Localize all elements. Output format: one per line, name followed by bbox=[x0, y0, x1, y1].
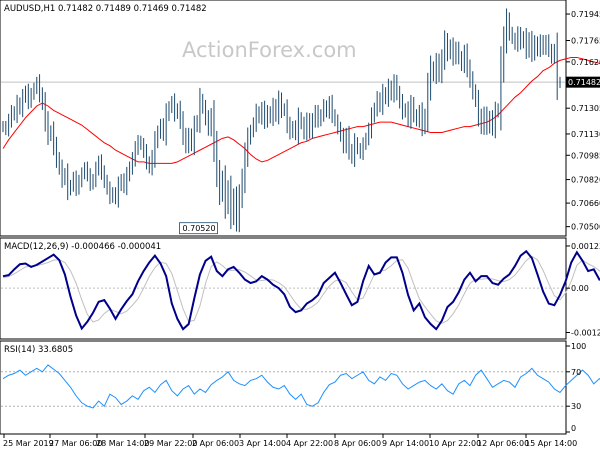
rsi-tick-label: 30 bbox=[571, 402, 581, 411]
price-panel-title: AUDUSD,H1 0.71482 0.71489 0.71469 0.7148… bbox=[4, 4, 207, 14]
rsi-tick-label: 0 bbox=[571, 424, 576, 433]
macd-panel: MACD(12,26,9) -0.000466 -0.000041 0.0012… bbox=[0, 237, 600, 340]
candles bbox=[2, 8, 561, 233]
rsi-panel-title: RSI(14) 33.6805 bbox=[4, 345, 73, 355]
time-tick-label: 28 Mar 14:00 bbox=[96, 439, 149, 448]
time-tick-label: 2 Apr 06:00 bbox=[192, 439, 239, 448]
price-panel-frame bbox=[0, 0, 567, 237]
time-tick-label: 9 Apr 14:00 bbox=[382, 439, 429, 448]
macd-tick-label: 0.00 bbox=[571, 284, 589, 293]
time-tick-label: 15 Apr 14:00 bbox=[525, 439, 577, 448]
macd-signal-line bbox=[2, 255, 600, 324]
price-panel: AUDUSD,H1 0.71482 0.71489 0.71469 0.7148… bbox=[0, 0, 600, 237]
time-tick-label: 27 Mar 06:00 bbox=[49, 439, 102, 448]
time-tick-label: 12 Apr 06:00 bbox=[477, 439, 529, 448]
low-marker: 0.70520 bbox=[179, 222, 218, 235]
macd-tick-label: 0.001234 bbox=[571, 242, 600, 251]
time-tick-label: 4 Apr 22:00 bbox=[286, 439, 333, 448]
rsi-panel-frame bbox=[0, 340, 567, 435]
current-price-label: 0.71482 bbox=[568, 78, 600, 87]
low-marker-label: 0.70520 bbox=[182, 224, 215, 233]
price-tick-label: 0.71945 bbox=[571, 10, 600, 19]
rsi-axis: 100 70 30 0 bbox=[566, 342, 586, 433]
price-tick-label: 0.70985 bbox=[571, 151, 600, 160]
time-tick-label: 25 Mar 2019 bbox=[3, 439, 54, 448]
price-tick-label: 0.71765 bbox=[571, 37, 600, 46]
macd-axis: 0.001234 0.00 -0.001298 bbox=[566, 242, 600, 338]
rsi-tick-label: 70 bbox=[571, 368, 581, 377]
rsi-tick-label: 100 bbox=[571, 342, 586, 351]
low-marker-box bbox=[179, 222, 218, 235]
ma-line-group bbox=[2, 56, 600, 164]
watermark: ActionForex.com bbox=[182, 38, 357, 62]
current-price-box bbox=[566, 76, 600, 88]
time-tick-label: 29 Mar 22:00 bbox=[144, 439, 197, 448]
moving-average-line bbox=[2, 56, 600, 164]
macd-panel-title: MACD(12,26,9) -0.000466 -0.000041 bbox=[4, 242, 161, 252]
time-tick-label: 8 Apr 06:00 bbox=[334, 439, 381, 448]
macd-tick-label: -0.001298 bbox=[571, 329, 600, 338]
rsi-line bbox=[2, 364, 600, 409]
macd-line bbox=[2, 249, 600, 331]
price-tick-label: 0.71305 bbox=[571, 104, 600, 113]
rsi-panel: RSI(14) 33.6805 100 70 30 0 bbox=[0, 340, 600, 435]
time-tick-label: 10 Apr 22:00 bbox=[429, 439, 481, 448]
current-price-badge: 0.71482 bbox=[566, 76, 600, 88]
time-tick-label: 3 Apr 14:00 bbox=[239, 439, 286, 448]
